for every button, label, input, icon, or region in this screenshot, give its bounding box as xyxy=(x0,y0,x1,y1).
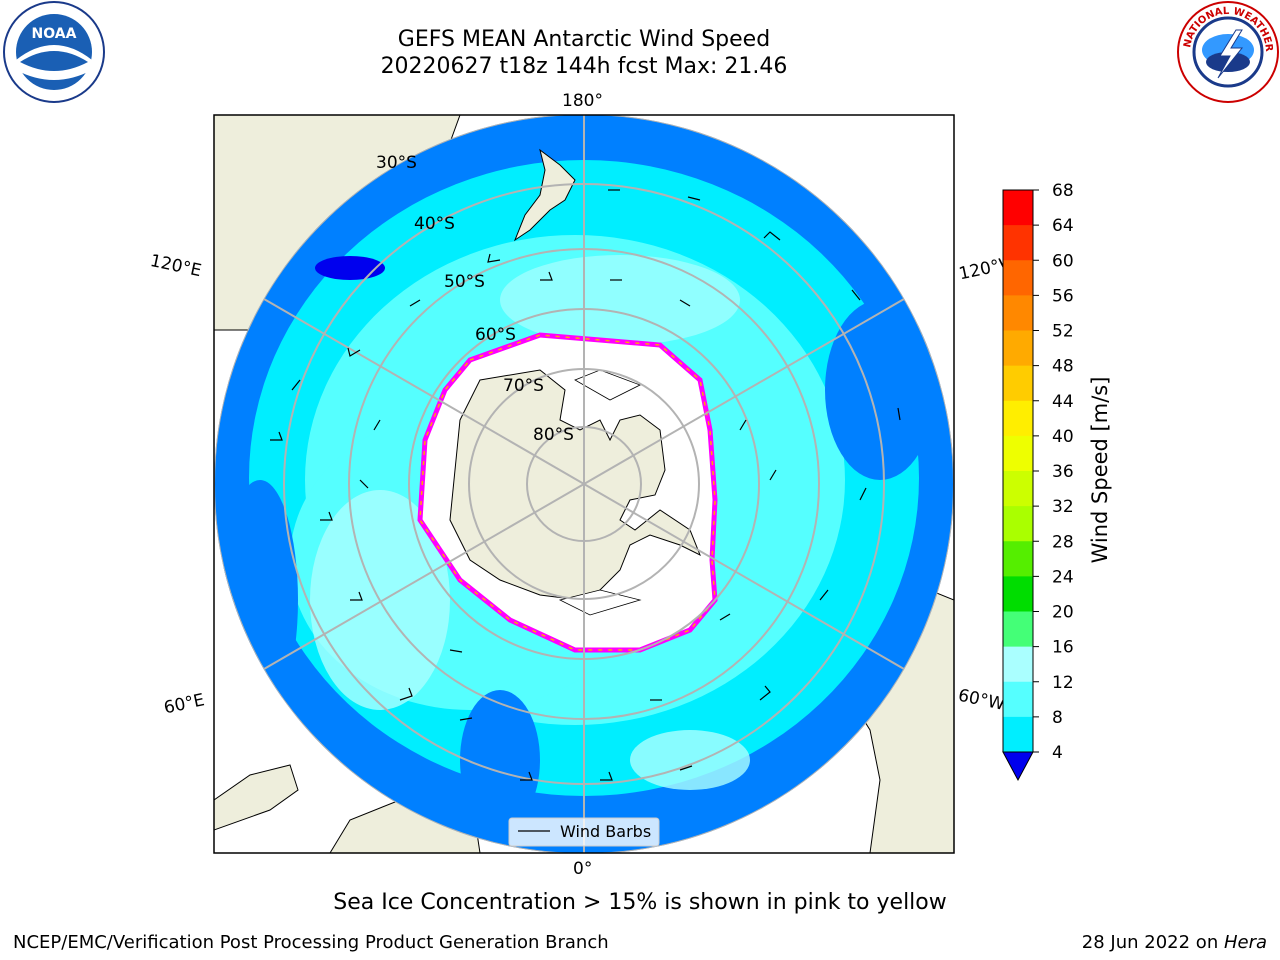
colorbar-cell xyxy=(1003,260,1033,296)
colorbar-tick-label: 36 xyxy=(1052,462,1074,482)
colorbar: 68 64 60 56 52 48 44 40 36 32 28 24 20 16 12 8 4 Wind Sp… xyxy=(1002,181,1112,782)
colorbar-tick-label: 16 xyxy=(1052,638,1074,658)
antarctic-ice-shelf-ross xyxy=(574,369,641,401)
band-pale-3 xyxy=(500,255,740,345)
lon-label-120e: 120°E xyxy=(148,251,203,281)
colorbar-cell xyxy=(1003,190,1033,226)
colorbar-tick-label: 44 xyxy=(1052,392,1074,412)
colorbar-tick-label: 60 xyxy=(1052,251,1074,271)
colorbar-cell xyxy=(1003,681,1033,718)
colorbar-cell xyxy=(1003,611,1033,648)
sea-ice-note: Sea Ice Concentration > 15% is shown in … xyxy=(333,890,947,915)
footer-credit: NCEP/EMC/Verification Post Processing Pr… xyxy=(13,932,609,953)
chart-title: GEFS MEAN Antarctic Wind Speed xyxy=(397,27,771,52)
colorbar-cell xyxy=(1003,716,1033,753)
antarctica-land xyxy=(449,369,701,601)
colorbar-tick-label: 64 xyxy=(1052,216,1074,236)
colorbar-tick-label: 4 xyxy=(1052,743,1063,763)
colorbar-tick-label: 56 xyxy=(1052,286,1074,306)
colorbar-tick-label: 48 xyxy=(1052,357,1074,377)
colorbar-cell xyxy=(1003,541,1033,577)
colorbar-tick-label: 24 xyxy=(1052,567,1074,587)
lon-label-180: 180° xyxy=(562,91,603,111)
band-pale-2 xyxy=(630,730,750,790)
colorbar-tick-label: 32 xyxy=(1052,497,1074,517)
colorbar-cell xyxy=(1003,435,1033,472)
wind-barbs xyxy=(270,189,901,781)
band-deep-s xyxy=(460,690,540,830)
colorbar-cell xyxy=(1003,295,1033,331)
lat-label-70s: 70°S xyxy=(503,376,544,396)
lat-label-30s: 30°S xyxy=(376,153,417,173)
latitude-labels: 30°S 40°S 50°S 60°S 70°S 80°S xyxy=(376,153,574,445)
lat-label-60s: 60°S xyxy=(475,325,516,345)
footer-date: 28 Jun 2022 on Hera xyxy=(1082,932,1267,953)
colorbar-extend-arrow xyxy=(1002,751,1034,782)
chart-subtitle: 20220627 t18z 144h fcst Max: 21.46 xyxy=(380,54,788,79)
colorbar-cell xyxy=(1003,471,1033,507)
lat-label-40s: 40°S xyxy=(414,214,455,234)
band-deep-ne xyxy=(825,300,935,480)
colorbar-cell xyxy=(1003,576,1033,612)
lat-label-80s: 80°S xyxy=(533,425,574,445)
footer-date-text: 28 Jun 2022 on xyxy=(1081,932,1224,953)
colorbar-tick-label: 12 xyxy=(1052,673,1074,693)
legend-label: Wind Barbs xyxy=(560,822,651,841)
colorbar-tick-label: 40 xyxy=(1052,427,1074,447)
madagascar-land xyxy=(214,764,299,831)
wind-barbs-legend: Wind Barbs xyxy=(508,817,660,847)
colorbar-cell xyxy=(1003,330,1033,367)
colorbar-tick-label: 8 xyxy=(1052,708,1063,728)
lon-label-60e: 60°E xyxy=(162,690,206,718)
nws-logo: NATIONAL WEATHER SERVICE xyxy=(1176,0,1279,103)
noaa-logo: NOAA xyxy=(3,1,105,103)
band-deep-nz xyxy=(315,256,385,280)
antarctic-ice-shelf-weddell xyxy=(558,589,642,616)
colorbar-cell xyxy=(1003,365,1033,402)
colorbar-tick-label: 20 xyxy=(1052,603,1074,623)
colorbar-tick-label: 28 xyxy=(1052,532,1074,552)
colorbar-tick-label: 68 xyxy=(1052,181,1074,201)
footer-machine: Hera xyxy=(1223,932,1267,953)
colorbar-cell xyxy=(1003,400,1033,437)
lat-label-50s: 50°S xyxy=(444,272,485,292)
colorbar-cell xyxy=(1003,225,1033,261)
svg-text:NOAA: NOAA xyxy=(32,26,77,42)
lon-label-0: 0° xyxy=(573,859,592,879)
colorbar-cell xyxy=(1003,506,1033,542)
colorbar-tick-label: 52 xyxy=(1052,322,1074,342)
colorbar-cell xyxy=(1003,646,1033,683)
colorbar-label: Wind Speed [m/s] xyxy=(1088,377,1112,564)
